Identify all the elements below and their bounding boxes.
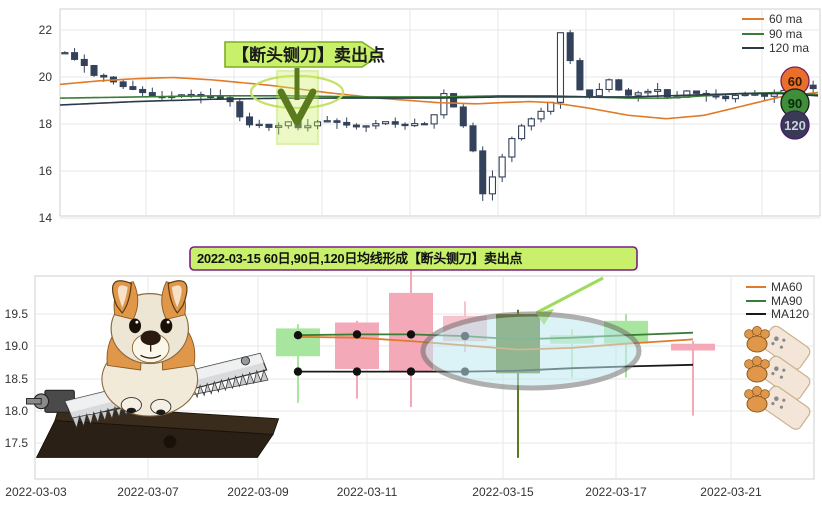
svg-text:2022-03-07: 2022-03-07 — [117, 485, 179, 499]
svg-text:60: 60 — [788, 74, 802, 89]
svg-text:60 ma: 60 ma — [769, 12, 803, 26]
svg-text:22: 22 — [39, 23, 53, 37]
svg-text:MA60: MA60 — [771, 280, 803, 294]
svg-text:120 ma: 120 ma — [769, 41, 809, 55]
svg-text:120: 120 — [784, 118, 806, 133]
svg-text:MA90: MA90 — [771, 294, 803, 308]
svg-text:18: 18 — [39, 117, 53, 131]
svg-text:MA120: MA120 — [771, 307, 809, 321]
svg-text:2022-03-15: 2022-03-15 — [472, 485, 534, 499]
svg-text:2022-03-17: 2022-03-17 — [585, 485, 647, 499]
svg-text:90: 90 — [788, 96, 802, 111]
svg-text:18.5: 18.5 — [5, 372, 29, 386]
svg-text:16: 16 — [39, 164, 53, 178]
svg-text:90 ma: 90 ma — [769, 27, 803, 41]
svg-text:2022-03-21: 2022-03-21 — [700, 485, 762, 499]
svg-text:19.5: 19.5 — [5, 307, 29, 321]
svg-text:20: 20 — [39, 70, 53, 84]
svg-text:2022-03-15 60日,90日,120日均线形成【断头: 2022-03-15 60日,90日,120日均线形成【断头铡刀】卖出点 — [197, 251, 522, 266]
svg-text:2022-03-03: 2022-03-03 — [5, 485, 67, 499]
svg-text:14: 14 — [39, 211, 53, 225]
svg-text:19.0: 19.0 — [5, 339, 29, 353]
svg-text:17.5: 17.5 — [5, 436, 29, 450]
svg-text:18.0: 18.0 — [5, 404, 29, 418]
svg-text:2022-03-11: 2022-03-11 — [337, 485, 398, 499]
svg-text:【断头铡刀】卖出点: 【断头铡刀】卖出点 — [232, 45, 385, 65]
svg-text:2022-03-09: 2022-03-09 — [227, 485, 289, 499]
